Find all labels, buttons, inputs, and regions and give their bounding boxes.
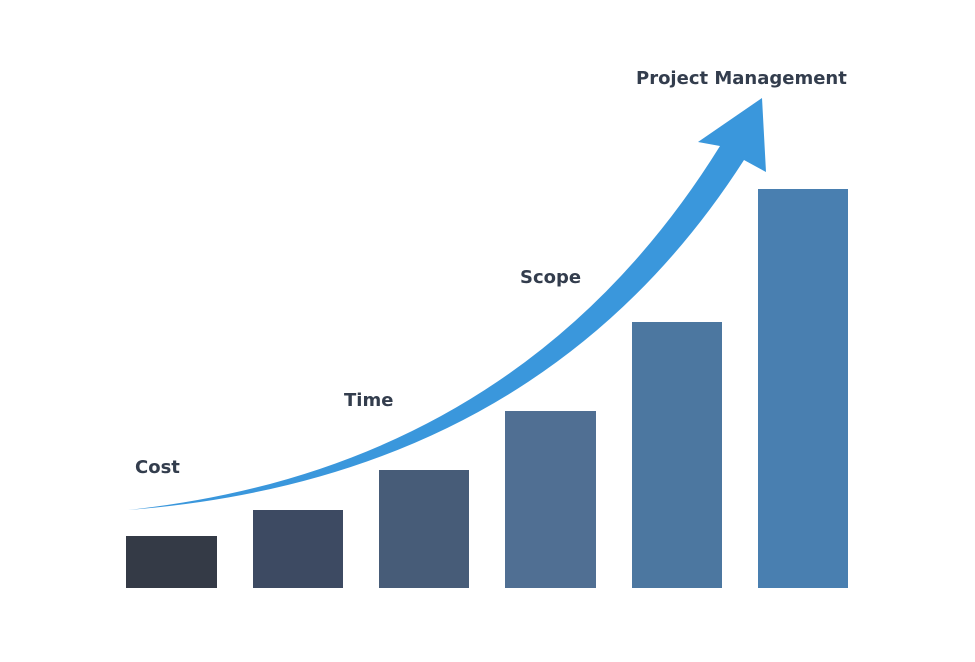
label: Cost bbox=[135, 457, 180, 478]
step-bar bbox=[758, 189, 848, 588]
step-bar bbox=[253, 510, 343, 588]
step-bar bbox=[505, 411, 596, 588]
label: Project Management bbox=[636, 68, 847, 89]
step-bar bbox=[632, 322, 722, 588]
step-bar bbox=[379, 470, 469, 588]
step-bar bbox=[126, 536, 217, 588]
growth-arrow bbox=[128, 98, 766, 510]
label: Time bbox=[344, 390, 393, 411]
label: Scope bbox=[520, 267, 581, 288]
